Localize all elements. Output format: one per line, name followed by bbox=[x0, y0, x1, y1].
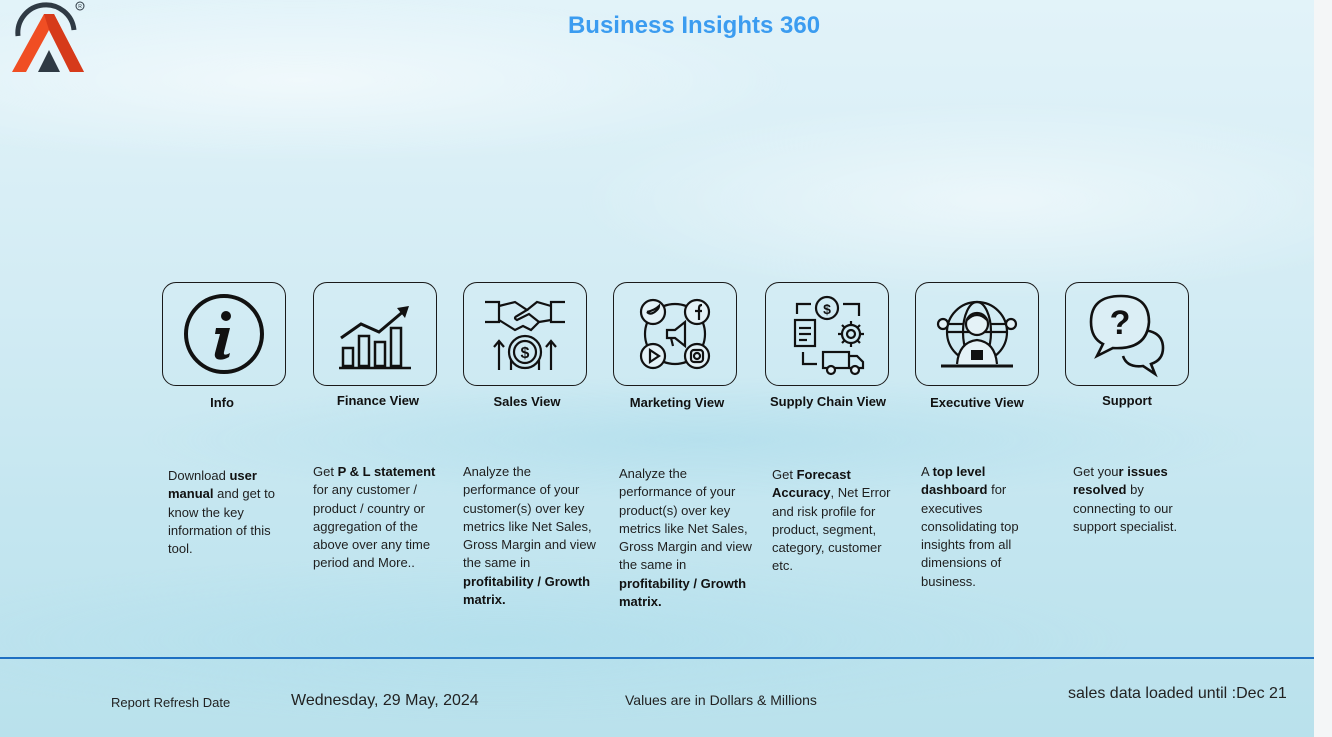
description-text: A bbox=[921, 464, 933, 479]
support-card-label: Support bbox=[1102, 393, 1152, 408]
support-card-button[interactable]: ? bbox=[1065, 282, 1189, 386]
description-text: for any customer / product / country or … bbox=[313, 482, 431, 571]
sales-view-card-button[interactable]: $ bbox=[463, 282, 587, 386]
executive-view-card-button[interactable] bbox=[915, 282, 1039, 386]
description-bold-text: profitability / Growth matrix. bbox=[463, 573, 591, 608]
support-description: Get your issues resolved by connecting t… bbox=[1073, 463, 1191, 536]
page-edge bbox=[1314, 0, 1332, 737]
svg-text:R: R bbox=[78, 4, 82, 10]
marketing-view-card-button[interactable] bbox=[613, 282, 737, 386]
description-text: Get bbox=[313, 464, 338, 479]
executive-view-card-label: Executive View bbox=[930, 395, 1024, 410]
sales-data-loaded-until: sales data loaded until :Dec 21 bbox=[1068, 685, 1287, 702]
info-card-button[interactable] bbox=[162, 282, 286, 386]
supply-chain-icon: $ bbox=[793, 295, 865, 376]
svg-text:$: $ bbox=[521, 345, 530, 362]
description-text: Analyze the performance of your product(… bbox=[619, 466, 752, 573]
report-refresh-date: Wednesday, 29 May, 2024 bbox=[291, 692, 479, 709]
svg-text:?: ? bbox=[1110, 304, 1131, 342]
units-note: Values are in Dollars & Millions bbox=[625, 692, 817, 708]
marketing-view-description: Analyze the performance of your product(… bbox=[619, 465, 753, 611]
page-title: Business Insights 360 bbox=[567, 12, 821, 39]
info-icon bbox=[184, 294, 264, 374]
support-chat-icon: ? bbox=[1089, 294, 1165, 378]
supply-chain-view-card-button[interactable]: $ bbox=[765, 282, 889, 386]
supply-chain-view-description: Get Forecast Accuracy, Net Error and ris… bbox=[772, 466, 900, 576]
report-refresh-label: Report Refresh Date bbox=[111, 695, 231, 710]
sales-view-description: Analyze the performance of your customer… bbox=[463, 463, 597, 609]
bar-chart-growth-icon bbox=[339, 306, 411, 370]
description-text: Download bbox=[168, 468, 230, 483]
supply-chain-view-card-label: Supply Chain View bbox=[769, 394, 887, 409]
info-card-label: Info bbox=[210, 395, 234, 410]
finance-view-card-button[interactable] bbox=[313, 282, 437, 386]
info-description: Download user manual and get to know the… bbox=[168, 467, 290, 558]
sales-view-card-label: Sales View bbox=[493, 394, 561, 409]
description-text: for executives consolidating top insight… bbox=[921, 482, 1019, 589]
company-logo: R bbox=[8, 0, 88, 76]
marketing-view-card-label: Marketing View bbox=[629, 395, 725, 410]
description-bold-text: user manual bbox=[168, 468, 257, 502]
description-text: Get bbox=[772, 467, 797, 482]
finance-view-card-label: Finance View bbox=[336, 393, 420, 408]
social-media-icon bbox=[639, 298, 711, 370]
description-bold-text: r issues resolved bbox=[1073, 464, 1168, 498]
description-text: and get to know the key information of t… bbox=[168, 486, 275, 557]
footer-divider bbox=[0, 657, 1314, 659]
description-text: , Net Error and risk profile for product… bbox=[772, 485, 891, 574]
description-text: by connecting to our support specialist. bbox=[1073, 482, 1178, 534]
svg-text:$: $ bbox=[823, 301, 831, 317]
handshake-dollar-icon: $ bbox=[485, 300, 565, 370]
description-bold-text: profitability / Growth matrix. bbox=[619, 575, 747, 610]
description-text: Analyze the performance of your customer… bbox=[463, 464, 596, 571]
description-bold-text: top level dashboard bbox=[921, 464, 988, 498]
description-bold-text: Forecast Accuracy bbox=[772, 467, 851, 501]
executive-view-description: A top level dashboard for executives con… bbox=[921, 463, 1031, 591]
description-bold-text: P & L statement bbox=[337, 464, 436, 479]
executive-globe-icon bbox=[936, 300, 1018, 368]
finance-view-description: Get P & L statement for any customer / p… bbox=[313, 463, 437, 573]
description-text: Get you bbox=[1073, 464, 1119, 479]
